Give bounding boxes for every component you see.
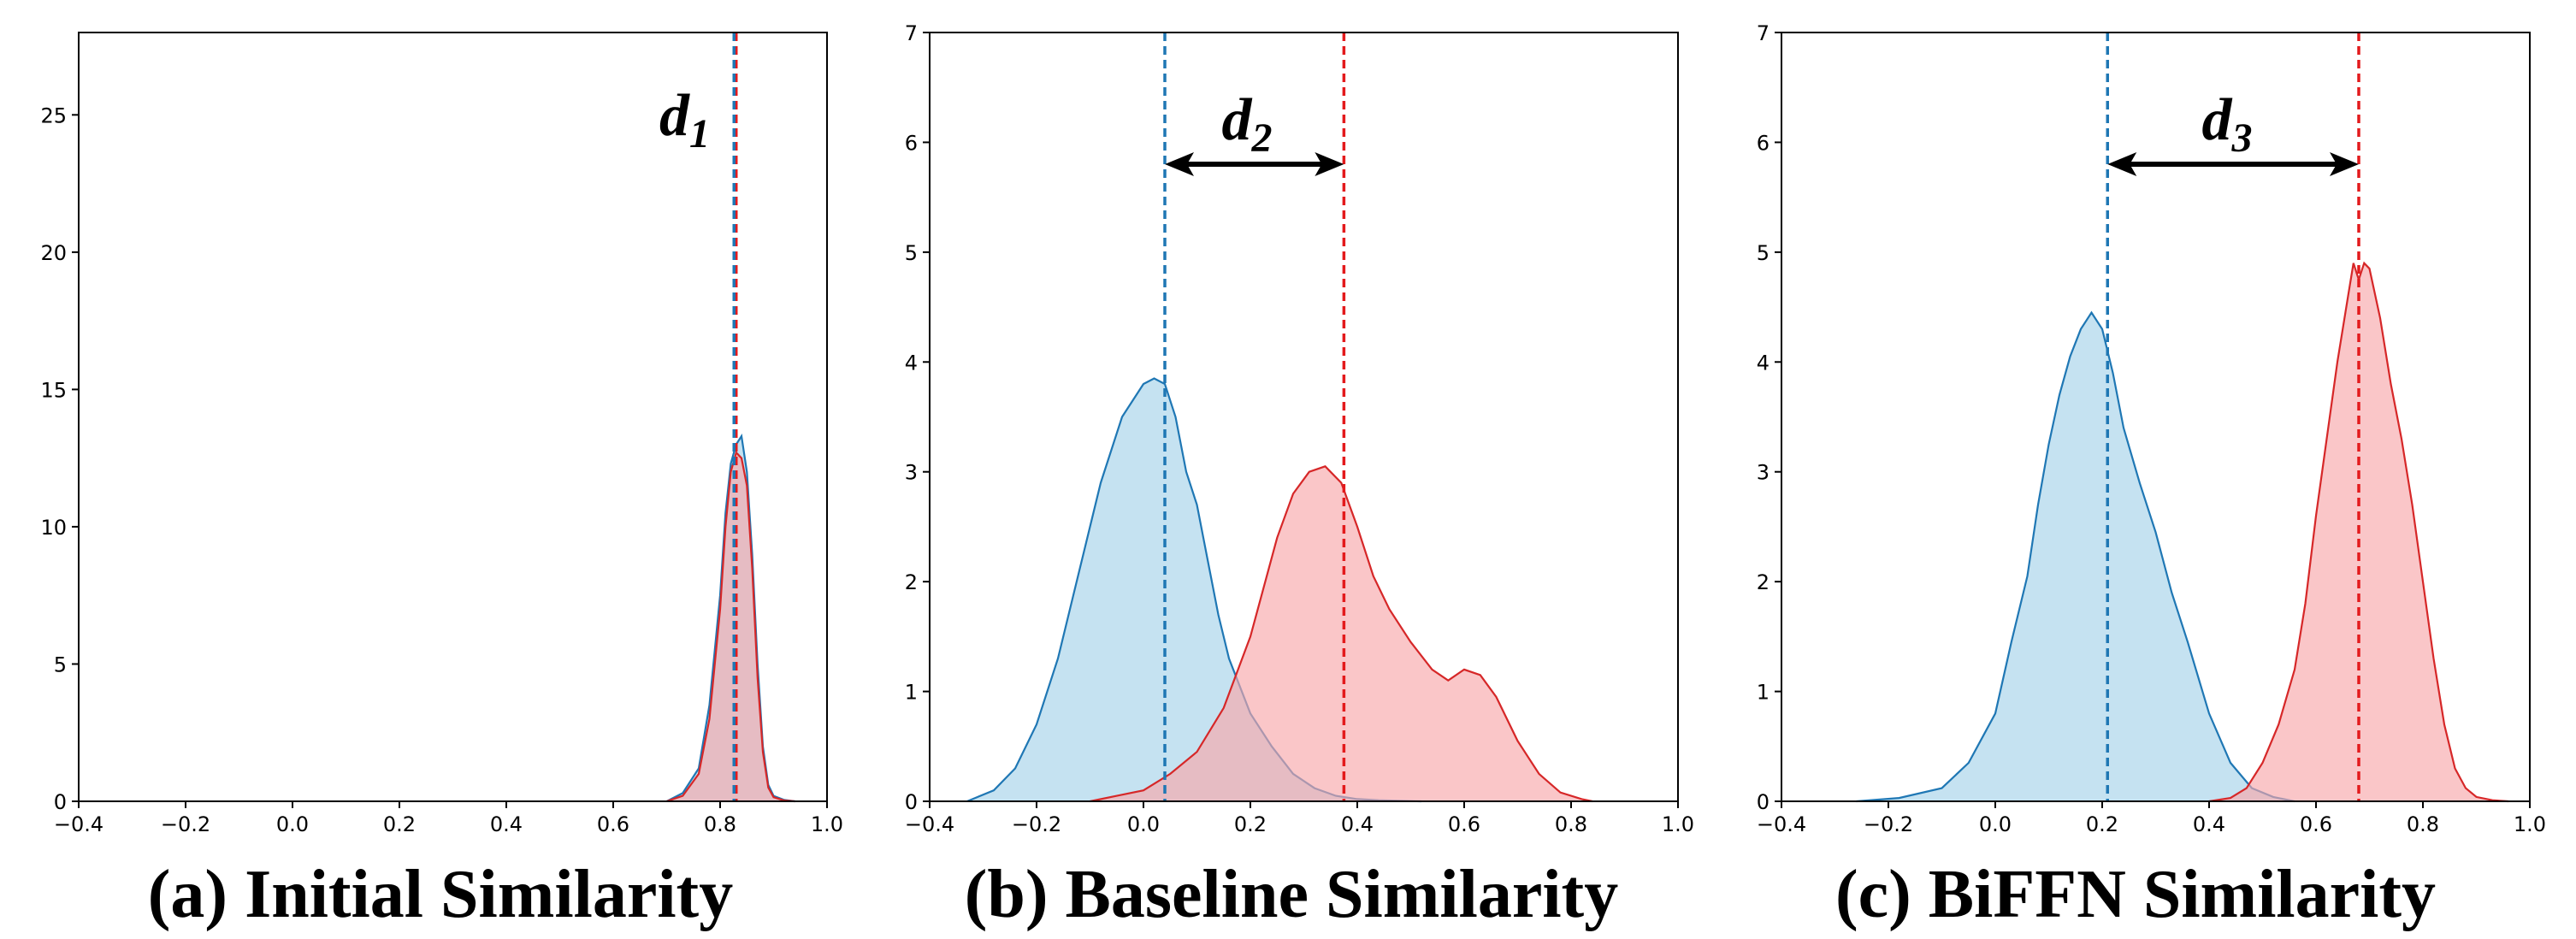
distance-label-main: d — [659, 83, 690, 149]
panel-1: d1 −0.4 −0.2 0.0 0.2 0.4 0.6 0.8 1.0 0 5 10 15 20 25 (a… — [40, 32, 843, 932]
x-tick-label: −0.4 — [54, 812, 103, 836]
y-tick-label: 5 — [1757, 241, 1770, 265]
x-tick-label: −0.2 — [1012, 812, 1061, 836]
y-tick-label: 6 — [905, 131, 918, 155]
x-tick-label: 0.8 — [1555, 812, 1587, 836]
panel-2: d2−0.4 −0.2 0.0 0.2 0.4 0.6 0.8 1.001234567(b) … — [905, 21, 1694, 932]
x-tick-label: 0.4 — [1341, 812, 1374, 836]
y-tick-label: 20 — [40, 241, 67, 265]
y-tick-label: 2 — [905, 570, 918, 594]
x-tick-label: 0.2 — [2086, 812, 2118, 836]
x-tick-label: 0.2 — [383, 812, 416, 836]
x-tick-label: 0.8 — [704, 812, 736, 836]
x-tick-label: 0.0 — [276, 812, 309, 836]
axes-frame — [78, 32, 828, 802]
x-tick-label: 1.0 — [811, 812, 843, 836]
y-tick-label: 1 — [1757, 681, 1770, 705]
panel-caption: (a) Initial Similarity — [148, 857, 733, 932]
y-tick-label: 4 — [905, 351, 918, 375]
density-fill-blue — [966, 378, 1421, 801]
y-tick-label: 5 — [54, 653, 67, 676]
x-tick-label: 0.0 — [1979, 812, 2012, 836]
y-tick-label: 2 — [1757, 570, 1770, 594]
y-tick-label: 25 — [40, 103, 67, 127]
x-tick-label: −0.2 — [1864, 812, 1913, 836]
density-fill-blue — [1856, 312, 2295, 801]
distance-label: d1 — [659, 83, 710, 156]
density-fill-red — [1090, 466, 1592, 801]
density-fill-red — [666, 452, 795, 801]
y-tick-label: 7 — [905, 21, 918, 45]
y-tick-label: 0 — [1757, 790, 1770, 814]
y-tick-label: 15 — [40, 378, 67, 402]
density-line-red — [666, 451, 795, 803]
plot-area — [79, 32, 827, 801]
y-tick-label: 6 — [1757, 131, 1770, 155]
distance-label: d2 — [1222, 87, 1273, 161]
distance-arrow-head-left — [2107, 152, 2137, 176]
x-tick-label: 0.0 — [1127, 812, 1160, 836]
y-tick-label: 10 — [40, 516, 67, 540]
x-tick-label: 0.2 — [1234, 812, 1267, 836]
y-tick-label: 5 — [905, 241, 918, 265]
y-tick-label: 3 — [905, 461, 918, 485]
distance-label-subscript: 1 — [689, 111, 710, 156]
y-tick-label: 0 — [54, 790, 67, 814]
distance-arrow-head-left — [1165, 152, 1194, 176]
panel-3: d3−0.4 −0.2 0.0 0.2 0.4 0.6 0.8 1.001234567(c) … — [1757, 21, 2546, 932]
density-line-red — [1090, 465, 1593, 803]
axes-frame — [1781, 32, 2531, 802]
y-tick-label: 7 — [1757, 21, 1770, 45]
x-tick-label: −0.4 — [905, 812, 954, 836]
density-line-blue — [665, 433, 795, 803]
y-tick-label: 1 — [905, 681, 918, 705]
x-tick-label: −0.2 — [161, 812, 210, 836]
distance-label-subscript: 3 — [2231, 115, 2253, 161]
distance-label-main: d — [2202, 87, 2233, 153]
panel-caption: (b) Baseline Similarity — [965, 857, 1618, 932]
density-line-blue — [1856, 310, 2295, 803]
y-tick-label: 0 — [905, 790, 918, 814]
x-tick-label: 0.8 — [2407, 812, 2439, 836]
distance-label-subscript: 2 — [1251, 115, 1273, 161]
x-tick-label: 1.0 — [1662, 812, 1694, 836]
x-tick-label: 0.6 — [2300, 812, 2332, 836]
y-tick-label: 3 — [1757, 461, 1770, 485]
x-tick-label: 1.0 — [2514, 812, 2546, 836]
x-tick-label: 0.6 — [1448, 812, 1480, 836]
y-tick-label: 4 — [1757, 351, 1770, 375]
x-tick-label: 0.4 — [490, 812, 523, 836]
distance-label: d3 — [2202, 87, 2253, 161]
panel-caption: (c) BiFFN Similarity — [1835, 857, 2436, 932]
distance-arrow-head-right — [1315, 152, 1344, 176]
x-tick-label: −0.4 — [1757, 812, 1806, 836]
density-line-red — [2208, 261, 2509, 803]
distance-arrow-head-right — [2330, 152, 2359, 176]
x-tick-label: 0.6 — [597, 812, 629, 836]
x-tick-label: 0.4 — [2193, 812, 2225, 836]
distance-label-main: d — [1222, 87, 1253, 153]
axes-frame — [929, 32, 1679, 802]
